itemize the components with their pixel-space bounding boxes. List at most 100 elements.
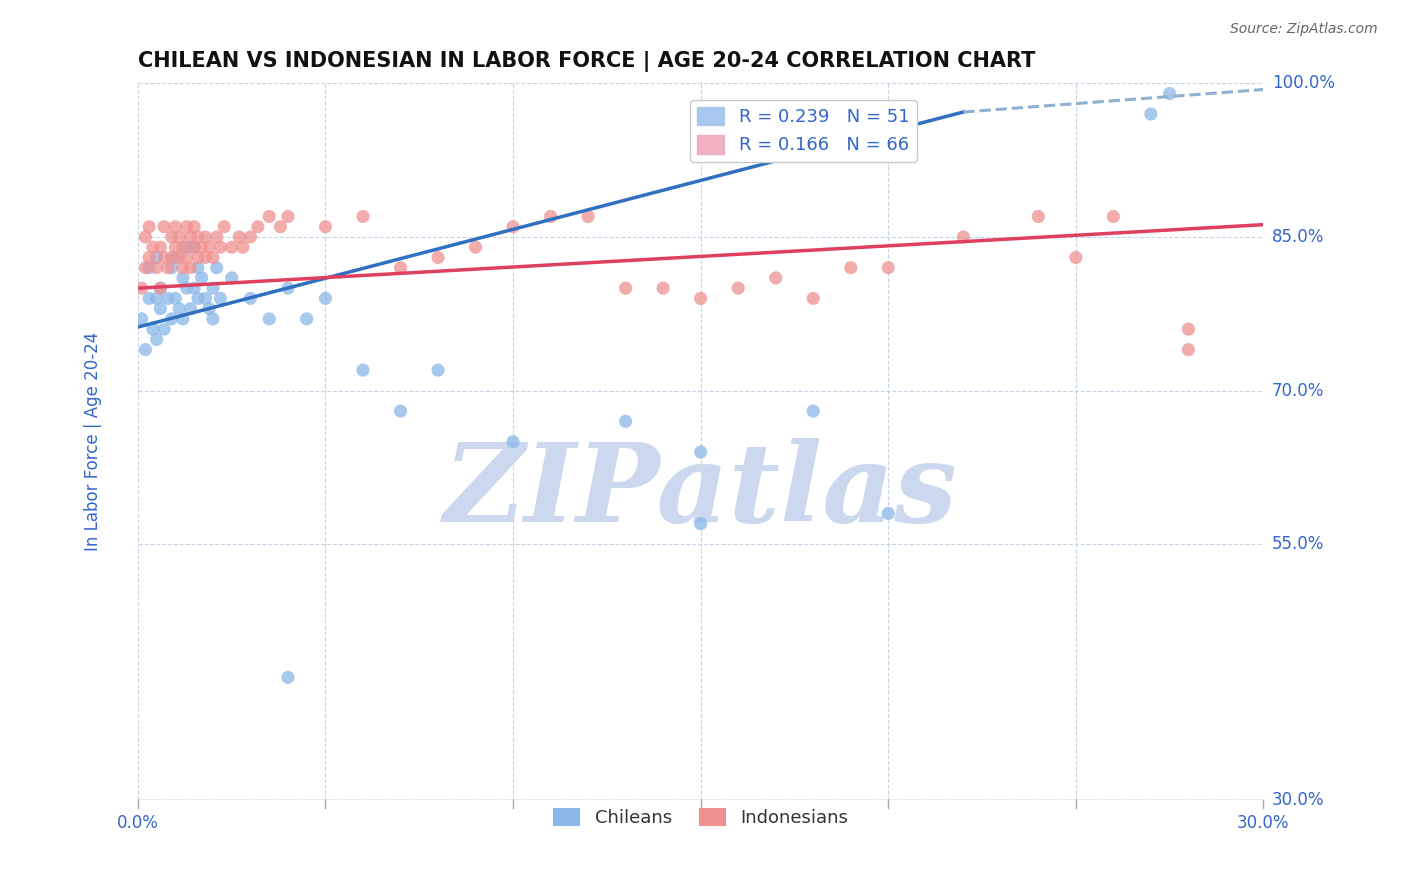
- Point: [165, 219, 187, 234]
- Point: [134, 343, 156, 357]
- Point: [160, 260, 183, 275]
- Point: [187, 260, 209, 275]
- Point: [145, 260, 167, 275]
- Point: [427, 251, 450, 265]
- Text: Source: ZipAtlas.com: Source: ZipAtlas.com: [1230, 22, 1378, 37]
- Point: [153, 322, 176, 336]
- Point: [172, 260, 194, 275]
- Point: [277, 281, 299, 295]
- Legend: Chileans, Indonesians: Chileans, Indonesians: [546, 800, 855, 834]
- Point: [689, 516, 711, 531]
- Point: [145, 292, 167, 306]
- Point: [269, 219, 291, 234]
- Point: [1140, 107, 1163, 121]
- Point: [176, 281, 198, 295]
- Point: [614, 414, 637, 428]
- Point: [1064, 251, 1087, 265]
- Point: [194, 292, 217, 306]
- Point: [839, 260, 862, 275]
- Text: 100.0%: 100.0%: [1272, 74, 1334, 93]
- Point: [652, 281, 675, 295]
- Point: [201, 281, 224, 295]
- Point: [190, 271, 212, 285]
- Point: [239, 230, 262, 244]
- Point: [201, 251, 224, 265]
- Point: [952, 230, 974, 244]
- Point: [153, 251, 176, 265]
- Point: [149, 281, 172, 295]
- Point: [167, 251, 190, 265]
- Point: [142, 322, 165, 336]
- Point: [689, 445, 711, 459]
- Point: [201, 311, 224, 326]
- Point: [246, 219, 269, 234]
- Point: [179, 230, 201, 244]
- Point: [172, 240, 194, 254]
- Point: [187, 251, 209, 265]
- Point: [134, 230, 156, 244]
- Point: [179, 260, 201, 275]
- Point: [165, 240, 187, 254]
- Point: [389, 404, 412, 418]
- Point: [221, 271, 243, 285]
- Point: [176, 251, 198, 265]
- Point: [138, 292, 160, 306]
- Point: [153, 219, 176, 234]
- Point: [801, 292, 824, 306]
- Point: [131, 311, 153, 326]
- Point: [142, 240, 165, 254]
- Point: [183, 240, 205, 254]
- Point: [877, 507, 900, 521]
- Text: 85.0%: 85.0%: [1272, 228, 1324, 246]
- Point: [232, 240, 254, 254]
- Point: [277, 670, 299, 684]
- Point: [134, 260, 156, 275]
- Text: CHILEAN VS INDONESIAN IN LABOR FORCE | AGE 20-24 CORRELATION CHART: CHILEAN VS INDONESIAN IN LABOR FORCE | A…: [138, 51, 1035, 71]
- Point: [801, 404, 824, 418]
- Point: [172, 311, 194, 326]
- Text: In Labor Force | Age 20-24: In Labor Force | Age 20-24: [84, 332, 101, 551]
- Point: [1102, 210, 1125, 224]
- Point: [352, 210, 374, 224]
- Point: [228, 230, 250, 244]
- Point: [502, 219, 524, 234]
- Point: [194, 251, 217, 265]
- Point: [314, 219, 336, 234]
- Point: [277, 210, 299, 224]
- Text: 30.0%: 30.0%: [1272, 791, 1324, 809]
- Point: [1159, 87, 1181, 101]
- Point: [167, 301, 190, 316]
- Point: [877, 260, 900, 275]
- Point: [205, 230, 228, 244]
- Point: [727, 281, 749, 295]
- Point: [149, 301, 172, 316]
- Point: [138, 260, 160, 275]
- Text: 30.0%: 30.0%: [1237, 814, 1289, 832]
- Point: [172, 271, 194, 285]
- Point: [156, 292, 179, 306]
- Point: [183, 240, 205, 254]
- Point: [165, 251, 187, 265]
- Point: [176, 219, 198, 234]
- Point: [183, 219, 205, 234]
- Point: [1177, 322, 1199, 336]
- Point: [239, 292, 262, 306]
- Point: [209, 240, 232, 254]
- Point: [257, 311, 280, 326]
- Point: [1177, 343, 1199, 357]
- Point: [145, 251, 167, 265]
- Point: [138, 219, 160, 234]
- Point: [156, 260, 179, 275]
- Point: [1026, 210, 1049, 224]
- Point: [198, 301, 221, 316]
- Point: [389, 260, 412, 275]
- Point: [765, 271, 787, 285]
- Text: 55.0%: 55.0%: [1272, 535, 1324, 553]
- Point: [295, 311, 318, 326]
- Point: [212, 219, 235, 234]
- Point: [145, 332, 167, 346]
- Point: [614, 281, 637, 295]
- Point: [576, 210, 599, 224]
- Point: [198, 240, 221, 254]
- Text: 70.0%: 70.0%: [1272, 382, 1324, 400]
